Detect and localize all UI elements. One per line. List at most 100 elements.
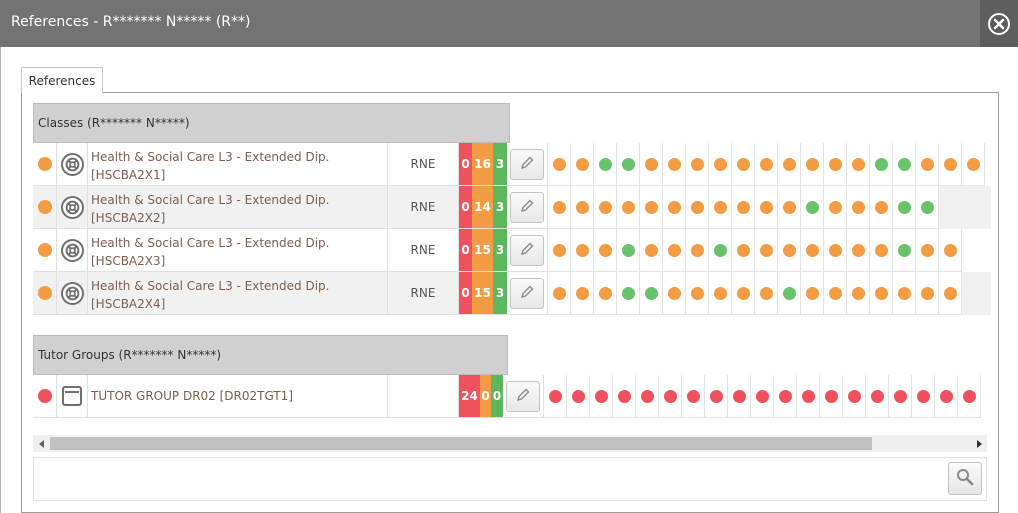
attendance-mark-cell[interactable] <box>824 229 847 272</box>
attendance-mark-cell[interactable] <box>709 272 732 315</box>
attendance-mark-cell[interactable] <box>820 375 843 418</box>
attendance-mark-cell[interactable] <box>962 143 985 186</box>
attendance-mark-cell[interactable] <box>824 143 847 186</box>
edit-button[interactable] <box>510 191 544 223</box>
attendance-mark-cell[interactable] <box>663 272 686 315</box>
attendance-mark-cell[interactable] <box>548 272 571 315</box>
attendance-mark-cell[interactable] <box>617 229 640 272</box>
attendance-mark-cell[interactable] <box>939 143 962 186</box>
attendance-mark-cell[interactable] <box>893 272 916 315</box>
attendance-mark-cell[interactable] <box>916 186 939 229</box>
attendance-mark-cell[interactable] <box>916 143 939 186</box>
attendance-mark-cell[interactable] <box>939 272 962 315</box>
attendance-mark-cell[interactable] <box>617 186 640 229</box>
attendance-mark-cell[interactable] <box>682 375 705 418</box>
attendance-mark-cell[interactable] <box>709 186 732 229</box>
attendance-mark-cell[interactable] <box>912 375 935 418</box>
tab-references[interactable]: References <box>21 67 103 93</box>
attendance-mark-cell[interactable] <box>640 186 663 229</box>
name-cell[interactable]: Health & Social Care L3 - Extended Dip. [… <box>88 186 388 229</box>
edit-button[interactable] <box>510 234 544 266</box>
table-row[interactable]: TUTOR GROUP DR02 [DR02TGT1] 24 0 0 <box>33 375 991 418</box>
attendance-mark-cell[interactable] <box>797 375 820 418</box>
attendance-mark-cell[interactable] <box>774 375 797 418</box>
attendance-mark-cell[interactable] <box>801 272 824 315</box>
scroll-right-arrow-icon[interactable] <box>970 435 987 452</box>
attendance-mark-cell[interactable] <box>548 186 571 229</box>
attendance-mark-cell[interactable] <box>778 229 801 272</box>
attendance-mark-cell[interactable] <box>686 272 709 315</box>
attendance-mark-cell[interactable] <box>893 143 916 186</box>
attendance-mark-cell[interactable] <box>613 375 636 418</box>
attendance-mark-cell[interactable] <box>755 272 778 315</box>
horizontal-scrollbar[interactable] <box>33 435 987 452</box>
attendance-mark-cell[interactable] <box>870 229 893 272</box>
table-row[interactable]: Health & Social Care L3 - Extended Dip. [… <box>33 143 991 186</box>
attendance-mark-cell[interactable] <box>847 229 870 272</box>
attendance-mark-cell[interactable] <box>893 186 916 229</box>
search-button[interactable] <box>948 462 982 495</box>
attendance-mark-cell[interactable] <box>548 143 571 186</box>
attendance-mark-cell[interactable] <box>732 186 755 229</box>
attendance-mark-cell[interactable] <box>889 375 912 418</box>
attendance-mark-cell[interactable] <box>755 186 778 229</box>
attendance-mark-cell[interactable] <box>732 272 755 315</box>
edit-button[interactable] <box>510 148 544 180</box>
attendance-mark-cell[interactable] <box>640 272 663 315</box>
close-button[interactable] <box>980 0 1018 47</box>
attendance-mark-cell[interactable] <box>870 143 893 186</box>
attendance-mark-cell[interactable] <box>617 143 640 186</box>
attendance-mark-cell[interactable] <box>870 272 893 315</box>
attendance-mark-cell[interactable] <box>847 272 870 315</box>
name-cell[interactable]: Health & Social Care L3 - Extended Dip. [… <box>88 272 388 315</box>
attendance-mark-cell[interactable] <box>548 229 571 272</box>
attendance-mark-cell[interactable] <box>594 272 617 315</box>
attendance-mark-cell[interactable] <box>866 375 889 418</box>
table-row[interactable]: Health & Social Care L3 - Extended Dip. [… <box>33 229 991 272</box>
attendance-mark-cell[interactable] <box>659 375 682 418</box>
table-row[interactable]: Health & Social Care L3 - Extended Dip. [… <box>33 272 991 315</box>
attendance-mark-cell[interactable] <box>686 186 709 229</box>
attendance-mark-cell[interactable] <box>824 186 847 229</box>
attendance-mark-cell[interactable] <box>663 229 686 272</box>
attendance-mark-cell[interactable] <box>728 375 751 418</box>
edit-button[interactable] <box>506 380 540 412</box>
attendance-mark-cell[interactable] <box>939 229 962 272</box>
attendance-mark-cell[interactable] <box>686 143 709 186</box>
name-cell[interactable]: TUTOR GROUP DR02 [DR02TGT1] <box>88 375 388 418</box>
attendance-mark-cell[interactable] <box>594 186 617 229</box>
attendance-mark-cell[interactable] <box>870 186 893 229</box>
attendance-mark-cell[interactable] <box>801 143 824 186</box>
attendance-mark-cell[interactable] <box>640 143 663 186</box>
attendance-mark-cell[interactable] <box>663 186 686 229</box>
attendance-mark-cell[interactable] <box>847 143 870 186</box>
edit-button[interactable] <box>510 277 544 309</box>
attendance-mark-cell[interactable] <box>935 375 958 418</box>
attendance-mark-cell[interactable] <box>567 375 590 418</box>
attendance-mark-cell[interactable] <box>617 272 640 315</box>
attendance-mark-cell[interactable] <box>755 143 778 186</box>
attendance-mark-cell[interactable] <box>663 143 686 186</box>
attendance-mark-cell[interactable] <box>590 375 613 418</box>
attendance-mark-cell[interactable] <box>801 186 824 229</box>
attendance-mark-cell[interactable] <box>755 229 778 272</box>
attendance-mark-cell[interactable] <box>636 375 659 418</box>
attendance-mark-cell[interactable] <box>916 272 939 315</box>
attendance-mark-cell[interactable] <box>571 143 594 186</box>
attendance-mark-cell[interactable] <box>778 272 801 315</box>
attendance-mark-cell[interactable] <box>751 375 774 418</box>
attendance-mark-cell[interactable] <box>732 143 755 186</box>
attendance-mark-cell[interactable] <box>732 229 755 272</box>
attendance-mark-cell[interactable] <box>571 186 594 229</box>
name-cell[interactable]: Health & Social Care L3 - Extended Dip. [… <box>88 229 388 272</box>
attendance-mark-cell[interactable] <box>824 272 847 315</box>
scrollbar-thumb[interactable] <box>50 437 872 450</box>
attendance-mark-cell[interactable] <box>958 375 981 418</box>
attendance-mark-cell[interactable] <box>916 229 939 272</box>
attendance-mark-cell[interactable] <box>843 375 866 418</box>
attendance-mark-cell[interactable] <box>594 229 617 272</box>
attendance-mark-cell[interactable] <box>571 272 594 315</box>
attendance-mark-cell[interactable] <box>847 186 870 229</box>
attendance-mark-cell[interactable] <box>709 229 732 272</box>
attendance-mark-cell[interactable] <box>640 229 663 272</box>
